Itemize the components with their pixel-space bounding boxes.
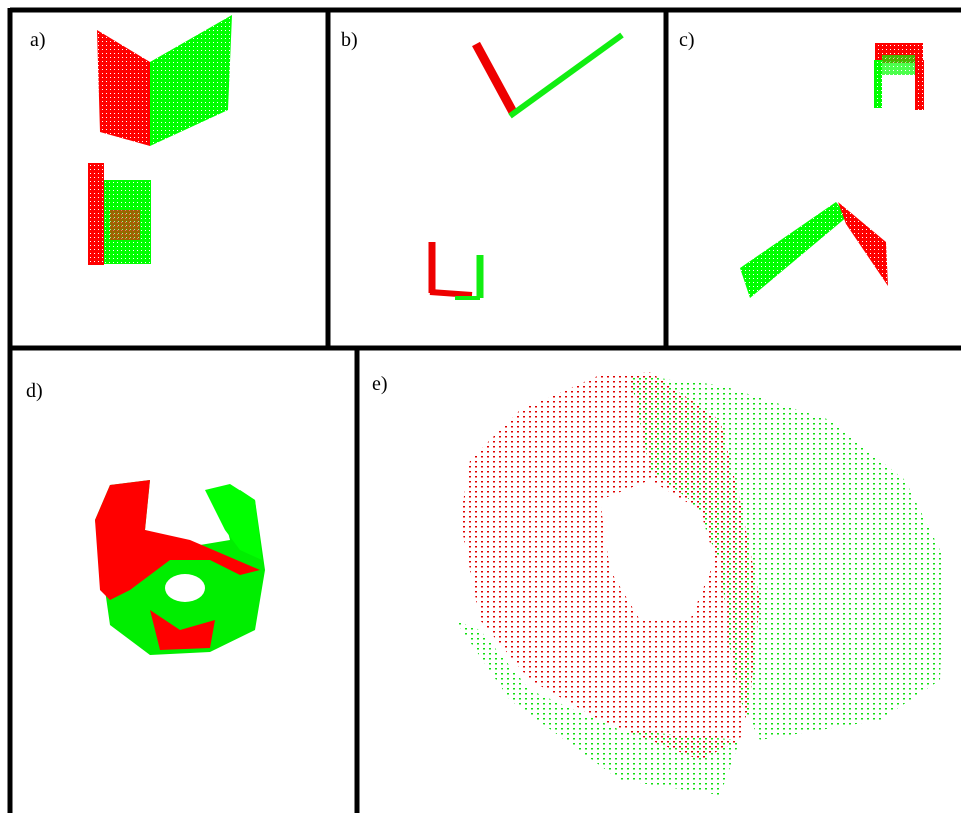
panel-label: a): [30, 29, 46, 51]
page: {"panels": [{"label": "a)"}, {"label": "…: [0, 0, 961, 813]
panel-label: b): [341, 29, 358, 51]
figure: a) b) c) d) e): [0, 0, 961, 813]
panel-label: e): [372, 373, 388, 395]
panel-label: c): [679, 29, 695, 51]
panel-label: d): [26, 380, 43, 402]
